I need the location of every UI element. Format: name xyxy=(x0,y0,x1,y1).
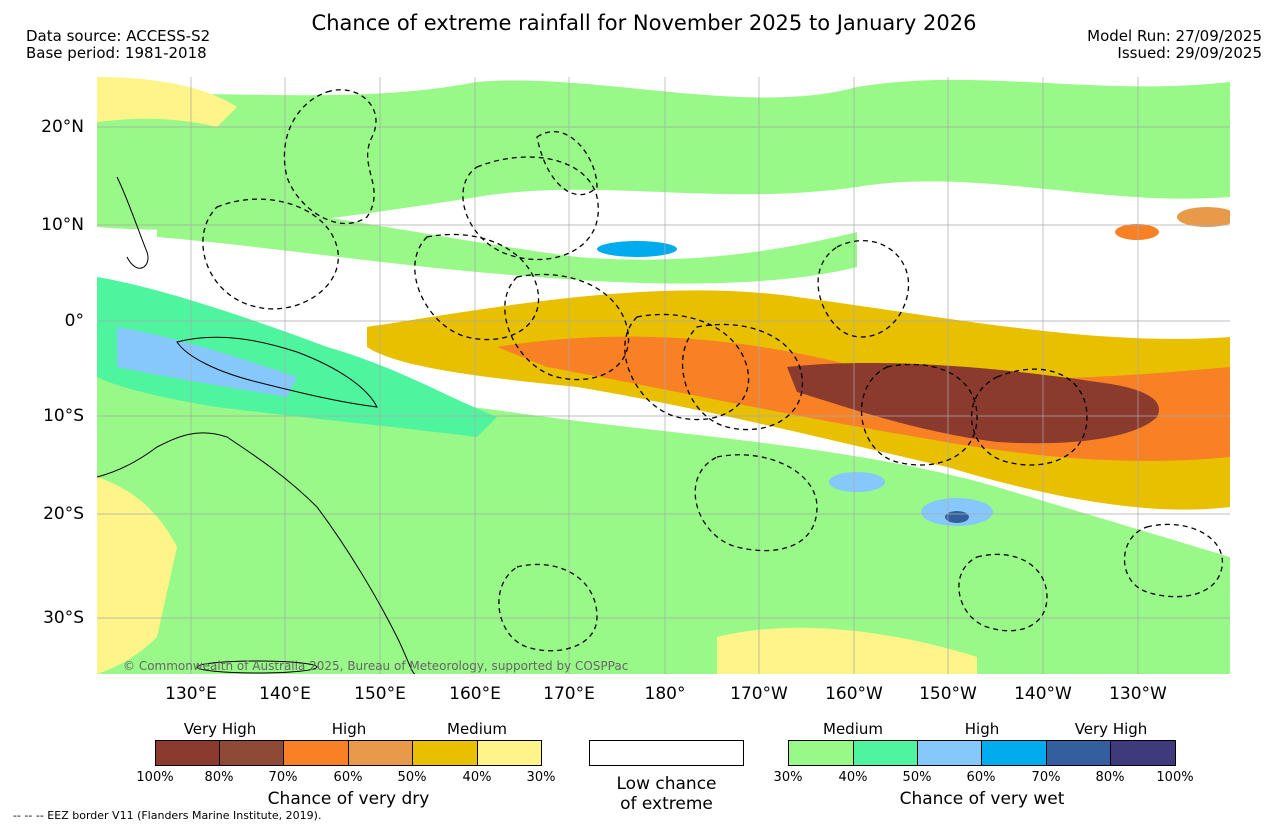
wet-zone-blue-2 xyxy=(597,241,677,257)
lon-label-140w: 140°W xyxy=(1014,684,1072,704)
lat-label-10s: 10°S xyxy=(43,406,84,426)
lat-label-20s: 20°S xyxy=(43,504,84,524)
map-canvas xyxy=(97,77,1230,674)
lon-label-170e: 170°E xyxy=(543,684,595,704)
dry-tick-80: 80% xyxy=(204,770,234,785)
australia-coast xyxy=(97,432,416,674)
dry-swatch-1 xyxy=(156,741,220,765)
wet-category-high: High xyxy=(964,720,1000,738)
wet-tick-30: 30% xyxy=(773,770,803,785)
dry-tick-30: 30% xyxy=(526,770,556,785)
new-guinea-coast xyxy=(176,336,378,408)
lon-label-130w: 130°W xyxy=(1109,684,1167,704)
dry-zone-east xyxy=(1177,207,1230,227)
lat-label-10n: 10°N xyxy=(41,215,84,235)
wet-zone-blue-1 xyxy=(117,327,297,397)
wet-swatch-6 xyxy=(1111,741,1175,765)
graticule xyxy=(97,77,1230,674)
lat-label-20n: 20°N xyxy=(41,117,84,137)
dry-category-medium: Medium xyxy=(447,720,507,738)
wet-tick-70: 70% xyxy=(1031,770,1061,785)
wet-legend-caption: Chance of very wet xyxy=(899,789,1065,809)
wet-zone-melanesia xyxy=(97,277,497,437)
dry-zone-spot xyxy=(1115,224,1159,240)
wet-tick-50: 50% xyxy=(902,770,932,785)
dry-anomaly-regions xyxy=(97,77,1230,674)
dry-zone-light xyxy=(97,77,237,127)
dry-zone-brown xyxy=(787,362,1159,444)
issued-label: Issued: 29/09/2025 xyxy=(1117,44,1262,62)
lat-label-30s: 30°S xyxy=(43,608,84,628)
wet-swatch-2 xyxy=(854,741,918,765)
lon-label-160w: 160°W xyxy=(825,684,883,704)
wet-zone-itcz xyxy=(157,197,857,284)
wet-swatch-1 xyxy=(789,741,854,765)
wet-swatch-5 xyxy=(1047,741,1111,765)
wet-tick-80: 80% xyxy=(1095,770,1125,785)
dry-colorbar xyxy=(155,740,542,766)
lon-label-150w: 150°W xyxy=(919,684,977,704)
wet-category-medium: Medium xyxy=(823,720,883,738)
dry-zone-south xyxy=(717,627,977,674)
dry-tick-70: 70% xyxy=(268,770,298,785)
dry-swatch-3 xyxy=(284,741,349,765)
wet-swatch-3 xyxy=(918,741,982,765)
dry-legend-caption: Chance of very dry xyxy=(267,789,430,809)
dry-tick-100: 100% xyxy=(136,770,174,785)
wet-tick-60: 60% xyxy=(966,770,996,785)
eez-borders xyxy=(202,89,1223,652)
neutral-caption-line1: Low chance xyxy=(616,774,717,794)
copyright-notice: © Commonwealth of Australia 2025, Bureau… xyxy=(123,659,629,673)
lon-label-160e: 160°E xyxy=(449,684,501,704)
lon-label-170w: 170°W xyxy=(730,684,788,704)
dry-swatch-2 xyxy=(220,741,284,765)
model-run-label: Model Run: 27/09/2025 xyxy=(1087,27,1262,45)
base-period-label: Base period: 1981-2018 xyxy=(26,44,207,62)
wet-zone-north xyxy=(97,79,1230,230)
dry-category-very-high: Very High xyxy=(183,720,257,738)
dry-tick-40: 40% xyxy=(462,770,492,785)
dry-swatch-5 xyxy=(413,741,478,765)
new-zealand-island xyxy=(196,660,318,674)
wet-category-very-high: Very High xyxy=(1074,720,1148,738)
philippines-coast xyxy=(116,176,149,269)
dry-swatch-6 xyxy=(478,741,541,765)
dry-tick-50: 50% xyxy=(397,770,427,785)
lon-label-150e: 150°E xyxy=(354,684,406,704)
lon-label-140e: 140°E xyxy=(259,684,311,704)
wet-tick-100: 100% xyxy=(1156,770,1194,785)
wet-zone-blue-5 xyxy=(945,511,969,523)
page-title: Chance of extreme rainfall for November … xyxy=(311,11,977,35)
wet-zone-blue-3 xyxy=(829,472,885,492)
lat-label-equator: 0° xyxy=(64,311,84,331)
wet-tick-40: 40% xyxy=(838,770,868,785)
dry-category-high: High xyxy=(331,720,367,738)
wet-colorbar xyxy=(788,740,1176,766)
wet-swatch-4 xyxy=(982,741,1047,765)
dry-zone-australia xyxy=(97,477,177,674)
neutral-caption-line2: of extreme xyxy=(620,794,713,814)
coastlines xyxy=(97,176,416,674)
lon-label-180: 180° xyxy=(644,684,686,704)
neutral-swatch xyxy=(589,740,744,766)
eez-border-note: -- -- -- EEZ border V11 (Flanders Marine… xyxy=(13,809,322,822)
rainfall-map[interactable]: © Commonwealth of Australia 2025, Bureau… xyxy=(97,77,1230,674)
dry-swatch-4 xyxy=(349,741,413,765)
dry-tick-60: 60% xyxy=(333,770,363,785)
data-source-label: Data source: ACCESS-S2 xyxy=(26,27,211,45)
lon-label-130e: 130°E xyxy=(165,684,217,704)
